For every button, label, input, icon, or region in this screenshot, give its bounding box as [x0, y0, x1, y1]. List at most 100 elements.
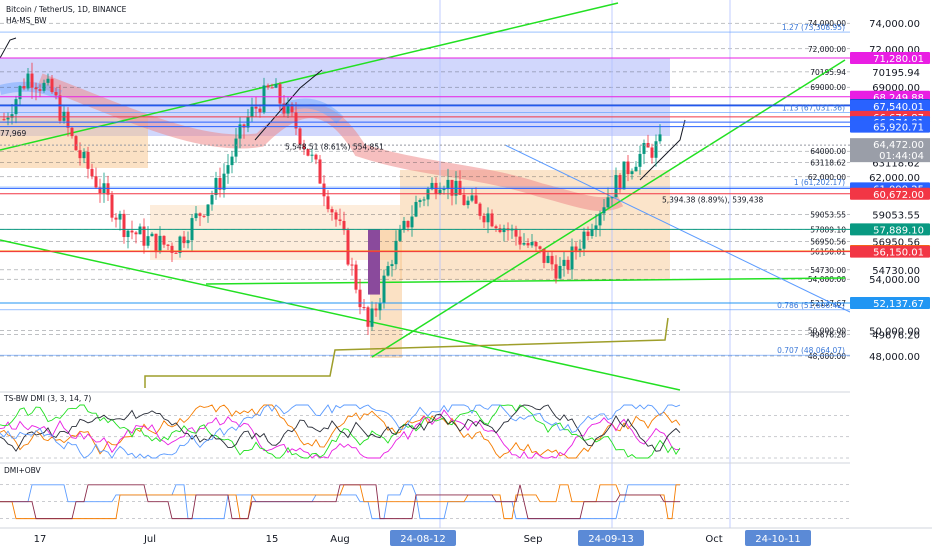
dmi-pane-title: TS-BW DMI (3, 3, 14, 7) — [3, 394, 91, 403]
candle-body — [130, 230, 134, 233]
candle-body — [334, 212, 338, 220]
olive-stepline — [144, 317, 669, 388]
obv-series-line — [0, 484, 680, 520]
candle-body — [186, 240, 190, 244]
candle-body — [438, 189, 442, 194]
candle-body — [218, 177, 222, 190]
candle-body — [138, 226, 142, 235]
candle-body — [630, 171, 634, 175]
candle-body — [206, 204, 210, 216]
candle-body — [38, 89, 42, 91]
candle-body — [486, 213, 490, 223]
price-badge-label: 52,137.67 — [873, 299, 924, 310]
candle-body — [162, 235, 166, 245]
candle-body — [270, 87, 274, 89]
candle-body — [238, 124, 242, 139]
candle-body — [598, 213, 602, 226]
fib-label: 1.13 (67,031.36) — [782, 103, 845, 112]
price-badge-label: 56,150.01 — [873, 248, 924, 259]
level-label: 64000.00 — [810, 147, 846, 156]
candle-body — [22, 86, 26, 89]
price-tick-label: 54,000.00 — [869, 275, 920, 286]
candle-body — [430, 182, 434, 190]
candle-body — [294, 112, 298, 129]
candle-body — [170, 245, 174, 253]
candle-body — [650, 147, 654, 158]
candle-body — [266, 85, 270, 88]
zones-layer — [0, 58, 670, 358]
candle-body — [582, 231, 586, 249]
candle-body — [542, 248, 546, 263]
candle-body — [14, 99, 18, 115]
level-label: 63118.62 — [810, 158, 846, 167]
obv-pane[interactable]: DMI+OBV 2.500.00-2.50 — [0, 462, 920, 526]
upper-channel-line — [0, 2, 619, 151]
candle-body — [58, 95, 62, 121]
time-label-highlight — [390, 530, 456, 546]
fib-label: 0.707 (48,064.07) — [777, 346, 845, 355]
time-label-highlight — [578, 530, 644, 546]
dmi-series-line — [0, 409, 681, 459]
price-badge-label: 67,540.01 — [873, 102, 924, 113]
level-label: 62,000.00 — [808, 173, 846, 182]
candle-body — [18, 86, 22, 100]
candle-body — [562, 259, 566, 266]
candle-body — [594, 225, 598, 230]
obv-pane-title: DMI+OBV — [4, 466, 42, 475]
price-badge — [850, 223, 930, 236]
candle-body — [554, 264, 558, 279]
candle-body — [306, 149, 310, 156]
candle-body — [54, 92, 58, 96]
candle-body — [362, 307, 366, 309]
candle-body — [234, 138, 238, 157]
candle-body — [274, 84, 278, 88]
candle-body — [214, 177, 218, 196]
candle-body — [134, 232, 138, 235]
last-price-label: 64,472.00 — [873, 140, 924, 151]
candle-body — [342, 220, 346, 231]
level-label: 56950.56 — [810, 237, 846, 246]
price-tick-label: 74,000.00 — [869, 19, 920, 30]
candle-body — [358, 289, 362, 308]
candle-body — [546, 255, 550, 263]
candle-body — [126, 230, 130, 238]
price-tick-label: 48,000.00 — [869, 352, 920, 363]
candle-body — [2, 119, 6, 121]
candle-body — [378, 302, 382, 311]
candle-body — [498, 228, 502, 233]
candle-body — [618, 175, 622, 190]
measure-annotation: 5,548.51 (8.61%) 554,851 — [285, 142, 384, 151]
price-tick-label: 63118.62 — [872, 158, 920, 169]
candle-body — [34, 87, 38, 90]
candle-body — [526, 243, 530, 246]
price-axis[interactable]: 74,000.0072,000.0069000.0064000.0062,000… — [850, 0, 932, 528]
candle-body — [66, 111, 70, 128]
candle-body — [394, 240, 398, 265]
candle-body — [150, 233, 154, 237]
candle-body — [298, 128, 302, 145]
dmi-pane[interactable]: TS-BW DMI (3, 3, 14, 7) 80.0040.000.00 — [0, 391, 920, 465]
ribbon-band — [37, 73, 624, 212]
obv-series-line — [0, 484, 680, 520]
candle-body — [366, 307, 370, 327]
candle-body — [534, 241, 538, 247]
candle-body — [402, 220, 406, 230]
candle-body — [262, 85, 266, 113]
dmi-series-line — [0, 404, 681, 459]
level-label: 48,000.00 — [808, 352, 846, 361]
level-label: 72,000.00 — [808, 45, 846, 54]
candle-body — [482, 215, 486, 223]
price-badge — [850, 297, 930, 310]
candle-body — [118, 213, 122, 220]
fib-label: 1.27 (73,308.95) — [782, 23, 845, 32]
supply-zone-left — [0, 118, 148, 168]
price-tick-label: 56950.56 — [872, 237, 920, 248]
candle-body — [634, 166, 638, 172]
time-tick-label: 24-10-11 — [755, 534, 800, 545]
price-badge-label: 60,672.00 — [873, 190, 924, 201]
candle-body — [622, 161, 626, 190]
time-axis[interactable]: 17 Jul 15 Aug 24-08-12 Sep 24-09-13 Oct 24-10-11 — [0, 527, 932, 546]
candle-body — [230, 156, 234, 166]
candle-body — [586, 231, 590, 237]
